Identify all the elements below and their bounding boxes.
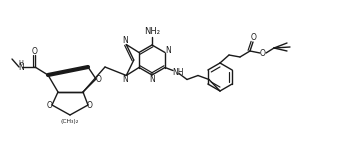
Text: (CH₃)₂: (CH₃)₂ <box>61 119 79 125</box>
Text: N: N <box>18 62 24 71</box>
Text: N: N <box>165 46 171 55</box>
Text: H: H <box>19 60 23 66</box>
Text: O: O <box>32 46 38 56</box>
Text: O: O <box>260 49 266 57</box>
Text: N: N <box>122 75 128 84</box>
Text: O: O <box>96 75 102 84</box>
Text: N: N <box>122 36 128 45</box>
Text: NH₂: NH₂ <box>144 27 160 36</box>
Text: O: O <box>251 33 257 43</box>
Text: O: O <box>47 100 53 109</box>
Text: O: O <box>87 100 93 109</box>
Text: N: N <box>149 75 155 84</box>
Text: NH: NH <box>172 68 184 77</box>
